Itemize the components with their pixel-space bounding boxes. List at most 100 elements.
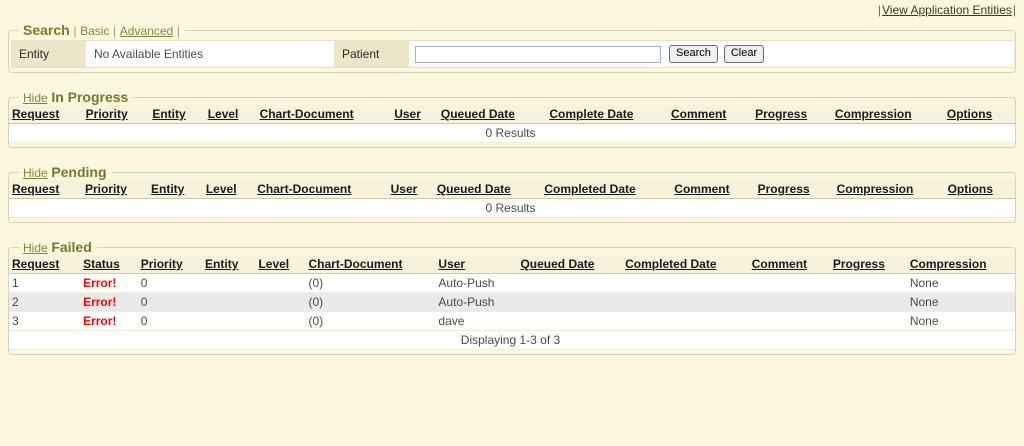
in-progress-hide-link[interactable]: Hide: [23, 91, 48, 105]
column-header-request[interactable]: Request: [9, 180, 82, 199]
search-mode-basic-link[interactable]: Basic: [80, 24, 110, 38]
column-header-user[interactable]: User: [387, 180, 434, 199]
column-header-queued-date[interactable]: Queued Date: [517, 255, 623, 274]
table-row[interactable]: 2 Error! 0 (0) Auto-Push None: [9, 292, 1015, 312]
failed-table-body: 1 Error! 0 (0) Auto-Push None 2 Error! 0…: [9, 273, 1015, 350]
column-header-user[interactable]: User: [391, 105, 438, 124]
search-panel: Search | Basic | Advanced | Entity No Av…: [8, 22, 1016, 73]
search-fields-row: Entity No Available Entities Patient Sea…: [11, 40, 1013, 68]
column-header-queued-date[interactable]: Queued Date: [433, 180, 542, 199]
column-header-entity[interactable]: Entity: [148, 180, 203, 199]
column-header-chart-document[interactable]: Chart-Document: [254, 180, 388, 199]
column-header-status[interactable]: Status: [80, 255, 138, 274]
cell-progress: [829, 273, 907, 293]
column-header-progress[interactable]: Progress: [752, 105, 832, 124]
pending-table: Request Priority Entity Level Chart-Docu…: [9, 180, 1015, 218]
cell-level: [255, 292, 306, 312]
pending-legend: Hide Pending: [19, 164, 112, 180]
search-mode-advanced-link[interactable]: Advanced: [119, 24, 174, 38]
failed-legend: Hide Failed: [19, 239, 97, 255]
in-progress-empty-message: 0 Results: [9, 123, 1015, 143]
failed-title: Failed: [51, 239, 92, 255]
table-header-row: Request Priority Entity Level Chart-Docu…: [9, 180, 1015, 199]
cell-entity: [202, 311, 256, 331]
cell-compression: None: [906, 273, 1015, 293]
in-progress-title: In Progress: [51, 89, 129, 105]
table-row[interactable]: 1 Error! 0 (0) Auto-Push None: [9, 273, 1015, 293]
status-badge: Error!: [83, 314, 117, 328]
failed-hide-link[interactable]: Hide: [23, 241, 48, 255]
top-link-bar: |View Application Entities|: [0, 0, 1024, 20]
failed-table: Request Status Priority Entity Level Cha…: [9, 255, 1015, 350]
cell-completed-date: [622, 292, 749, 312]
in-progress-panel: Hide In Progress Request Priority Entity…: [8, 89, 1016, 148]
patient-field-cell: Search Clear: [409, 41, 769, 67]
column-header-level[interactable]: Level: [255, 255, 306, 274]
top-right-separator: |: [1012, 3, 1016, 17]
empty-results-row: 0 Results: [9, 198, 1015, 218]
cell-compression: None: [906, 292, 1015, 312]
column-header-completed-date[interactable]: Completed Date: [622, 255, 749, 274]
column-header-options[interactable]: Options: [944, 180, 1015, 199]
column-header-priority[interactable]: Priority: [82, 105, 150, 124]
column-header-chart-document[interactable]: Chart-Document: [256, 105, 392, 124]
column-header-entity[interactable]: Entity: [202, 255, 256, 274]
cell-status: Error!: [80, 292, 138, 312]
column-header-request[interactable]: Request: [9, 255, 81, 274]
clear-button[interactable]: Clear: [723, 45, 765, 63]
search-pipe-1: |: [73, 24, 77, 38]
search-button[interactable]: Search: [669, 45, 718, 63]
cell-progress: [829, 311, 907, 331]
cell-comment: [748, 273, 830, 293]
column-header-comment[interactable]: Comment: [748, 255, 830, 274]
cell-queued-date: [517, 273, 623, 293]
empty-results-row: 0 Results: [9, 123, 1015, 143]
view-application-entities-link[interactable]: View Application Entities: [882, 3, 1012, 17]
column-header-progress[interactable]: Progress: [829, 255, 907, 274]
column-header-chart-document[interactable]: Chart-Document: [305, 255, 436, 274]
cell-comment: [748, 311, 830, 331]
cell-status: Error!: [80, 273, 138, 293]
column-header-completed-date[interactable]: Completed Date: [541, 180, 672, 199]
column-header-priority[interactable]: Priority: [81, 180, 149, 199]
cell-compression: None: [906, 311, 1015, 331]
search-legend: Search | Basic | Advanced |: [19, 22, 185, 38]
column-header-progress[interactable]: Progress: [754, 180, 834, 199]
cell-request: 2: [9, 292, 81, 312]
patient-search-input[interactable]: [415, 45, 661, 63]
cell-status: Error!: [80, 311, 138, 331]
cell-level: [255, 273, 306, 293]
top-left-separator: |: [877, 3, 882, 17]
cell-user: dave: [435, 311, 518, 331]
column-header-request[interactable]: Request: [9, 105, 83, 124]
column-header-compression[interactable]: Compression: [831, 105, 944, 124]
cell-comment: [748, 292, 830, 312]
column-header-level[interactable]: Level: [202, 180, 255, 199]
cell-completed-date: [622, 311, 749, 331]
column-header-comment[interactable]: Comment: [671, 180, 755, 199]
status-badge: Error!: [83, 276, 117, 290]
column-header-queued-date[interactable]: Queued Date: [437, 105, 547, 124]
cell-user: Auto-Push: [435, 292, 518, 312]
pending-title: Pending: [51, 164, 107, 180]
status-badge: Error!: [83, 295, 117, 309]
column-header-priority[interactable]: Priority: [137, 255, 203, 274]
failed-panel: Hide Failed Request Status Priority Enti…: [8, 239, 1016, 355]
search-legend-title: Search: [23, 22, 70, 38]
entity-field-value: No Available Entities: [86, 41, 334, 67]
cell-priority: 0: [137, 292, 203, 312]
column-header-comment[interactable]: Comment: [667, 105, 753, 124]
column-header-user[interactable]: User: [435, 255, 518, 274]
column-header-options[interactable]: Options: [943, 105, 1015, 124]
cell-chart-document: (0): [305, 273, 436, 293]
patient-field-label: Patient: [334, 41, 409, 67]
column-header-compression[interactable]: Compression: [833, 180, 945, 199]
column-header-level[interactable]: Level: [204, 105, 257, 124]
column-header-complete-date[interactable]: Complete Date: [546, 105, 668, 124]
pending-hide-link[interactable]: Hide: [23, 166, 48, 180]
column-header-entity[interactable]: Entity: [149, 105, 205, 124]
table-row[interactable]: 3 Error! 0 (0) dave None: [9, 311, 1015, 331]
cell-level: [255, 311, 306, 331]
column-header-compression[interactable]: Compression: [906, 255, 1015, 274]
cell-priority: 0: [137, 273, 203, 293]
